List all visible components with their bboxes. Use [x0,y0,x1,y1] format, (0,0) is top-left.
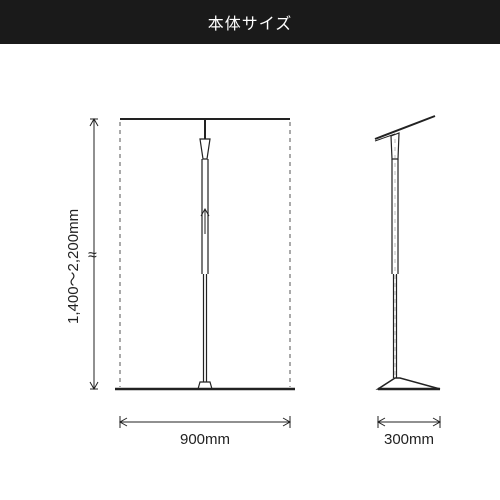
header-title: 本体サイズ [208,16,293,33]
height-dimension-label: 1,400～2,200mm [65,209,82,324]
diagram-area: ≈ 1,400～2,200mm 900mm 300mm [0,44,500,494]
svg-text:≈: ≈ [88,247,97,264]
header-bar: 本体サイズ [0,0,500,44]
dimension-diagram: ≈ 1,400～2,200mm 900mm 300mm [0,44,500,494]
depth-dimension-label: 300mm [384,431,434,448]
width-dimension-label: 900mm [180,431,230,448]
